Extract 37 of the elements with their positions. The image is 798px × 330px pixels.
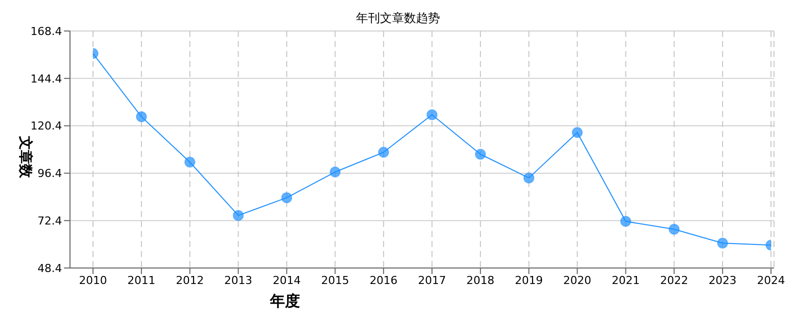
x-tick-label: 2019 <box>514 274 543 287</box>
point <box>668 224 680 235</box>
y-axis-title: 文章数 <box>16 135 34 180</box>
point <box>523 172 534 184</box>
x-tick-label: 2012 <box>176 274 204 287</box>
x-tick-label: 2015 <box>321 274 350 287</box>
x-tick-label: 2021 <box>612 274 640 287</box>
x-tick-label: 2013 <box>224 274 252 287</box>
x-tick-label: 2016 <box>370 274 398 287</box>
x-tick-label: 2020 <box>563 274 592 287</box>
y-tick-label: 96.4 <box>38 167 62 180</box>
x-tick-label: 2022 <box>660 274 688 287</box>
x-tick-label: 2023 <box>708 274 737 287</box>
x-tick-label: 2024 <box>757 274 785 287</box>
x-tick-label: 2011 <box>127 274 156 287</box>
chart-title: 年刊文章数趋势 <box>356 11 440 25</box>
point <box>330 166 341 178</box>
x-tick-label: 2014 <box>272 274 301 287</box>
point <box>378 146 390 158</box>
y-tick-label: 48.4 <box>38 262 62 275</box>
point <box>572 127 583 138</box>
y-tick-label: 168.4 <box>30 24 62 38</box>
y-tick-label: 144.4 <box>30 72 62 86</box>
point <box>717 238 728 249</box>
point <box>474 148 486 160</box>
x-tick-label: 2018 <box>466 274 494 287</box>
x-tick-label: 2017 <box>418 274 446 287</box>
point <box>184 156 196 168</box>
point <box>281 192 292 204</box>
x-axis-title: 年度 <box>270 292 300 311</box>
y-tick-label: 72.4 <box>38 214 62 228</box>
point <box>136 111 147 122</box>
x-tick-label: 2010 <box>79 274 107 287</box>
point <box>232 210 244 221</box>
y-tick-label: 120.4 <box>30 120 62 133</box>
point <box>426 109 438 120</box>
point <box>620 216 632 227</box>
